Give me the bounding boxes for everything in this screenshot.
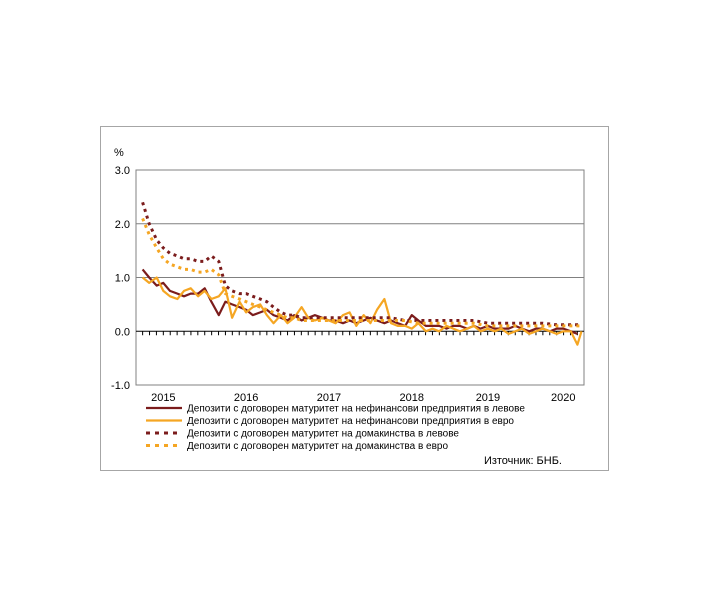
axes: 3.0 2.0 1.0 0.0 -1.0 2015 2016 2017 2018 2019 2020	[111, 165, 584, 404]
x-tick-label: 2018	[400, 392, 424, 404]
legend-label-4: Депозити с договорен матуритет на домаки…	[187, 441, 448, 452]
series-line-2	[141, 276, 583, 346]
y-tick-label: 1.0	[115, 273, 130, 285]
legend: Депозити с договорен матуритет на нефина…	[146, 403, 525, 452]
y-tick-label: 2.0	[115, 219, 130, 231]
series-layer	[141, 201, 583, 346]
y-tick-label: 3.0	[115, 165, 130, 177]
source-note: Източник: БНБ.	[484, 455, 562, 467]
x-tick-label: 2015	[151, 392, 175, 404]
legend-label-3: Депозити с договорен матуритет на домаки…	[187, 429, 459, 440]
series-line-3	[141, 201, 582, 327]
x-tick-label: 2017	[317, 392, 341, 404]
legend-label-2: Депозити с договорен матуритет на нефина…	[187, 415, 514, 427]
chart-frame	[100, 126, 609, 471]
legend-label-1: Депозити с договорен матуритет на нефина…	[187, 403, 525, 415]
x-tick-label: 2020	[551, 392, 575, 404]
gridlines	[136, 223, 584, 278]
y-axis-unit-label: %	[114, 147, 124, 159]
plot-area	[135, 169, 585, 386]
series-line-4	[141, 217, 582, 328]
y-tick-label: 0.0	[115, 326, 130, 338]
y-tick-label: -1.0	[111, 380, 130, 392]
x-tick-label: 2016	[234, 392, 258, 404]
x-tick-label: 2019	[476, 392, 500, 404]
